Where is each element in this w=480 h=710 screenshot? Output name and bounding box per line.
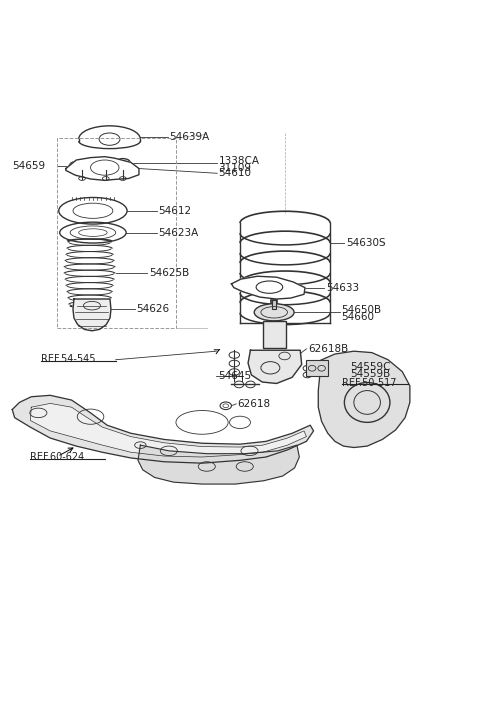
Polygon shape (248, 350, 301, 383)
Bar (272, 300, 276, 309)
Text: 54625B: 54625B (149, 268, 189, 278)
Text: 54645: 54645 (218, 371, 251, 381)
Bar (271, 300, 277, 324)
Text: 62618B: 62618B (308, 344, 348, 354)
Text: 54630S: 54630S (346, 238, 385, 248)
Text: 54623A: 54623A (158, 228, 199, 238)
Text: 54650B: 54650B (341, 305, 381, 315)
Text: REF.54-545: REF.54-545 (41, 354, 95, 364)
Text: 1338CA: 1338CA (219, 156, 260, 166)
Ellipse shape (254, 304, 294, 321)
Text: 54626: 54626 (136, 305, 169, 315)
Polygon shape (73, 299, 111, 331)
Polygon shape (318, 351, 410, 447)
Text: 54660: 54660 (341, 312, 374, 322)
Polygon shape (66, 157, 139, 180)
Polygon shape (30, 403, 306, 457)
Bar (57, 138, 176, 328)
Text: 54610: 54610 (219, 168, 252, 178)
Bar (306, 360, 328, 376)
Text: 31109: 31109 (219, 163, 252, 173)
Bar (263, 321, 286, 348)
Text: 54559C: 54559C (350, 362, 391, 372)
Polygon shape (231, 276, 305, 299)
Text: REF.60-624: REF.60-624 (30, 452, 84, 462)
Text: 54639A: 54639A (169, 132, 210, 142)
Polygon shape (138, 445, 300, 484)
Text: 54559B: 54559B (350, 369, 391, 379)
Text: 54659: 54659 (12, 161, 46, 171)
Text: 62618: 62618 (238, 399, 271, 409)
Text: REF.50-517: REF.50-517 (342, 378, 396, 388)
Text: 54612: 54612 (158, 206, 192, 216)
Text: 54633: 54633 (326, 283, 359, 293)
Polygon shape (12, 395, 313, 463)
